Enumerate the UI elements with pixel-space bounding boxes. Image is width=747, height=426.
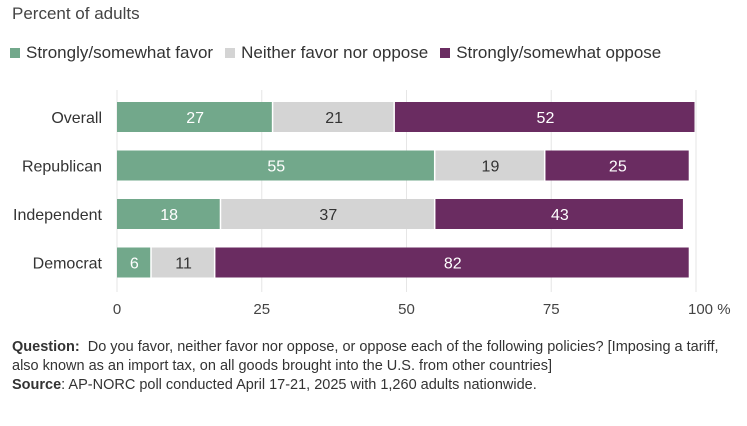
source-note: Source: AP-NORC poll conducted April 17-… <box>12 376 737 395</box>
data-label: 25 <box>609 159 627 176</box>
bar-segment <box>394 102 695 132</box>
source-text: : AP-NORC poll conducted April 17-21, 20… <box>61 377 537 393</box>
category-label: Democrat <box>33 256 103 273</box>
x-tick-label: 100 % <box>688 301 731 318</box>
legend-item-favor: Strongly/somewhat favor <box>10 43 213 63</box>
bar-segment <box>215 247 689 278</box>
category-label: Republican <box>22 159 102 176</box>
data-label: 27 <box>186 110 204 127</box>
legend: Strongly/somewhat favor Neither favor no… <box>10 43 661 63</box>
data-label: 37 <box>319 207 337 224</box>
data-label: 6 <box>130 256 139 273</box>
legend-label-favor: Strongly/somewhat favor <box>26 43 214 62</box>
legend-swatch-favor <box>10 48 20 58</box>
legend-label-oppose: Strongly/somewhat oppose <box>456 43 662 62</box>
legend-swatch-neither <box>225 48 236 58</box>
legend-swatch-oppose <box>440 48 451 58</box>
bar-segment <box>435 199 683 229</box>
data-label: 82 <box>444 256 462 273</box>
data-label: 18 <box>160 207 178 224</box>
x-tick-label: 75 <box>543 301 560 318</box>
question-text: Do you favor, neither favor nor oppose, … <box>12 339 719 374</box>
data-label: 11 <box>175 256 192 273</box>
question-label: Question: <box>12 339 80 355</box>
stacked-bar-chart: Overall 27 21 52 Republican 55 19 25 Independent… <box>13 90 731 318</box>
footnote: Question: Do you favor, neither favor no… <box>12 338 737 395</box>
x-tick-label: 0 <box>113 301 121 318</box>
x-tick-label: 50 <box>398 301 415 318</box>
bar-segment <box>117 199 220 229</box>
legend-item-neither: Neither favor nor oppose <box>225 43 428 63</box>
category-label: Independent <box>13 207 103 224</box>
bar-segment <box>117 247 151 278</box>
data-label: 19 <box>482 159 500 176</box>
data-label: 55 <box>267 159 285 176</box>
bar-segment <box>151 247 214 278</box>
data-label: 43 <box>551 207 569 224</box>
data-label: 21 <box>325 110 343 127</box>
bar-segment <box>117 150 434 181</box>
bar-segment <box>221 199 434 229</box>
bar-segment <box>117 102 272 132</box>
x-tick-label: 25 <box>253 301 270 318</box>
bar-segment <box>435 150 544 181</box>
question-note: Question: Do you favor, neither favor no… <box>12 338 737 376</box>
source-label: Source <box>12 377 62 393</box>
legend-item-oppose: Strongly/somewhat oppose <box>440 43 661 63</box>
legend-label-neither: Neither favor nor oppose <box>241 43 429 62</box>
category-label: Overall <box>51 110 102 127</box>
chart-subtitle: Percent of adults <box>12 4 140 23</box>
bar-segment <box>545 150 689 181</box>
bar-segment <box>273 102 394 132</box>
data-label: 52 <box>537 110 555 127</box>
